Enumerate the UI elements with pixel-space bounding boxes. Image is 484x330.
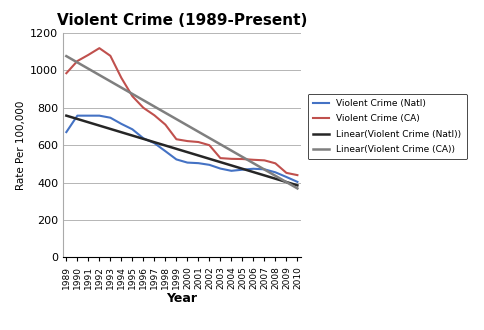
Violent Crime (Natl): [195, 161, 201, 165]
Violent Crime (Natl): [74, 114, 80, 117]
Linear(Violent Crime (Natl)): [107, 127, 113, 131]
Linear(Violent Crime (CA)): [140, 98, 146, 102]
X-axis label: Year: Year: [166, 292, 197, 305]
Violent Crime (Natl): [107, 116, 113, 120]
Linear(Violent Crime (Natl)): [162, 144, 168, 148]
Violent Crime (CA): [228, 157, 234, 161]
Linear(Violent Crime (Natl)): [283, 180, 289, 184]
Violent Crime (CA): [184, 139, 190, 143]
Violent Crime (Natl): [283, 175, 289, 179]
Title: Violent Crime (1989-Present): Violent Crime (1989-Present): [57, 13, 306, 28]
Violent Crime (CA): [129, 94, 135, 98]
Linear(Violent Crime (CA)): [239, 155, 245, 159]
Violent Crime (Natl): [129, 127, 135, 131]
Linear(Violent Crime (Natl)): [261, 173, 267, 177]
Linear(Violent Crime (Natl)): [173, 147, 179, 151]
Linear(Violent Crime (Natl)): [239, 167, 245, 171]
Linear(Violent Crime (Natl)): [184, 150, 190, 154]
Y-axis label: Rate Per 100,000: Rate Per 100,000: [16, 101, 26, 190]
Violent Crime (Natl): [118, 122, 124, 126]
Violent Crime (Natl): [239, 168, 245, 172]
Linear(Violent Crime (CA)): [228, 148, 234, 152]
Linear(Violent Crime (CA)): [294, 186, 300, 190]
Linear(Violent Crime (CA)): [85, 67, 91, 71]
Linear(Violent Crime (Natl)): [228, 163, 234, 167]
Linear(Violent Crime (Natl)): [250, 170, 256, 174]
Violent Crime (CA): [239, 157, 245, 161]
Violent Crime (Natl): [184, 161, 190, 165]
Linear(Violent Crime (CA)): [173, 117, 179, 121]
Linear(Violent Crime (Natl)): [140, 137, 146, 141]
Linear(Violent Crime (CA)): [118, 86, 124, 90]
Linear(Violent Crime (CA)): [195, 130, 201, 134]
Linear(Violent Crime (Natl)): [195, 153, 201, 157]
Line: Violent Crime (CA): Violent Crime (CA): [66, 48, 297, 175]
Violent Crime (CA): [162, 123, 168, 127]
Violent Crime (CA): [294, 173, 300, 177]
Linear(Violent Crime (CA)): [217, 142, 223, 146]
Linear(Violent Crime (Natl)): [96, 124, 102, 128]
Line: Linear(Violent Crime (Natl)): Linear(Violent Crime (Natl)): [66, 115, 297, 185]
Linear(Violent Crime (Natl)): [85, 120, 91, 124]
Legend: Violent Crime (Natl), Violent Crime (CA), Linear(Violent Crime (Natl)), Linear(V: Violent Crime (Natl), Violent Crime (CA)…: [307, 94, 466, 159]
Violent Crime (Natl): [151, 141, 157, 145]
Linear(Violent Crime (Natl)): [272, 177, 278, 181]
Linear(Violent Crime (Natl)): [294, 183, 300, 187]
Violent Crime (CA): [96, 46, 102, 50]
Linear(Violent Crime (Natl)): [206, 157, 212, 161]
Violent Crime (CA): [85, 53, 91, 57]
Violent Crime (CA): [107, 54, 113, 58]
Violent Crime (Natl): [85, 114, 91, 117]
Linear(Violent Crime (CA)): [206, 136, 212, 140]
Violent Crime (CA): [63, 71, 69, 75]
Violent Crime (CA): [250, 158, 256, 162]
Linear(Violent Crime (CA)): [74, 60, 80, 64]
Violent Crime (CA): [151, 113, 157, 117]
Violent Crime (Natl): [173, 157, 179, 161]
Linear(Violent Crime (CA)): [96, 73, 102, 77]
Violent Crime (CA): [206, 143, 212, 147]
Violent Crime (Natl): [206, 163, 212, 167]
Linear(Violent Crime (CA)): [261, 168, 267, 172]
Linear(Violent Crime (CA)): [63, 54, 69, 58]
Line: Violent Crime (Natl): Violent Crime (Natl): [66, 115, 297, 182]
Violent Crime (CA): [217, 156, 223, 160]
Violent Crime (CA): [261, 158, 267, 162]
Linear(Violent Crime (Natl)): [63, 114, 69, 117]
Linear(Violent Crime (Natl)): [151, 140, 157, 144]
Violent Crime (Natl): [162, 149, 168, 153]
Violent Crime (Natl): [228, 169, 234, 173]
Violent Crime (Natl): [96, 114, 102, 117]
Violent Crime (Natl): [63, 130, 69, 134]
Linear(Violent Crime (Natl)): [74, 117, 80, 121]
Violent Crime (Natl): [272, 170, 278, 174]
Linear(Violent Crime (CA)): [129, 92, 135, 96]
Linear(Violent Crime (CA)): [283, 180, 289, 184]
Violent Crime (Natl): [294, 180, 300, 184]
Violent Crime (Natl): [250, 167, 256, 171]
Violent Crime (CA): [272, 161, 278, 165]
Linear(Violent Crime (Natl)): [118, 130, 124, 134]
Violent Crime (CA): [283, 171, 289, 175]
Violent Crime (Natl): [261, 167, 267, 171]
Linear(Violent Crime (CA)): [184, 123, 190, 127]
Violent Crime (CA): [74, 59, 80, 63]
Violent Crime (CA): [118, 76, 124, 80]
Violent Crime (Natl): [217, 167, 223, 171]
Line: Linear(Violent Crime (CA)): Linear(Violent Crime (CA)): [66, 56, 297, 188]
Linear(Violent Crime (Natl)): [129, 134, 135, 138]
Violent Crime (Natl): [140, 136, 146, 140]
Linear(Violent Crime (CA)): [250, 161, 256, 165]
Violent Crime (CA): [173, 137, 179, 141]
Linear(Violent Crime (Natl)): [217, 160, 223, 164]
Linear(Violent Crime (CA)): [107, 79, 113, 83]
Linear(Violent Crime (CA)): [162, 111, 168, 115]
Violent Crime (CA): [195, 140, 201, 144]
Violent Crime (CA): [140, 106, 146, 110]
Linear(Violent Crime (CA)): [151, 105, 157, 109]
Linear(Violent Crime (CA)): [272, 174, 278, 178]
